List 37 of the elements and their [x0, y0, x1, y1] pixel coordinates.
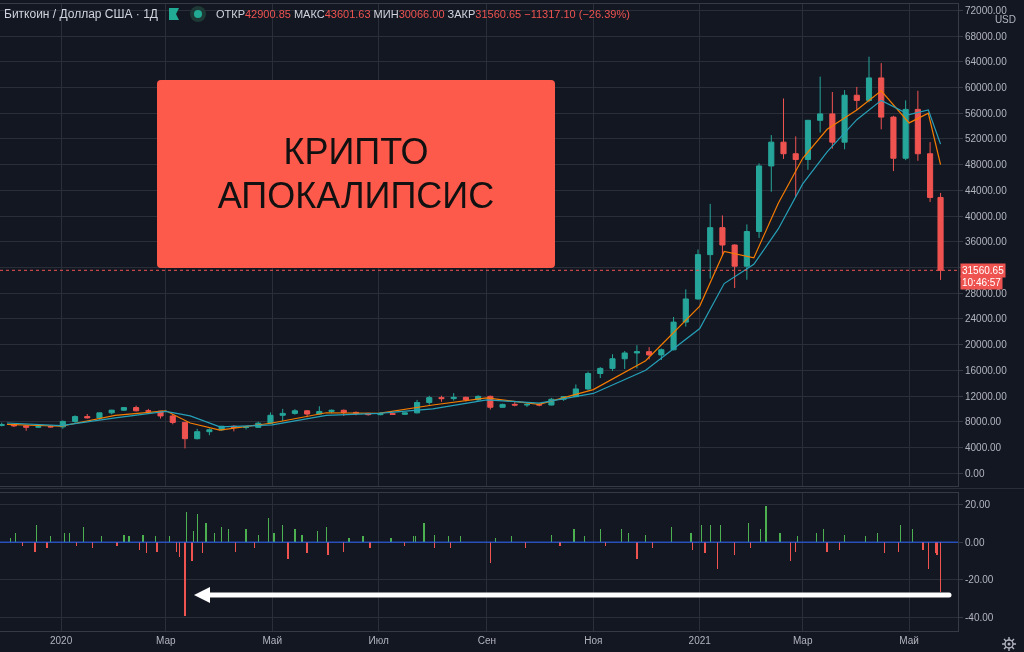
y-tick-label: 64000.00 — [965, 56, 1008, 68]
ref-line-label: 31560.65 — [962, 265, 1005, 276]
chart-subtitle: ОТКР42900.85 МАКС43601.63 МИН30066.00 ЗАКР31560.65 −11317.10 (−26.39%) — [215, 8, 630, 20]
y-tick-label: 20.00 — [965, 498, 991, 510]
y-tick-label: 8000.00 — [965, 416, 1002, 428]
y-tick-label: 4000.00 — [965, 441, 1002, 453]
y-tick-label: 60000.00 — [965, 82, 1008, 94]
y-tick-label: 28000.00 — [965, 287, 1008, 299]
x-tick-label: Сен — [477, 635, 497, 646]
x-tick-label: Мар — [792, 635, 813, 646]
y-tick-label: -20.00 — [965, 574, 994, 586]
y-tick-label: 56000.00 — [965, 107, 1008, 119]
y-tick-label: 44000.00 — [965, 184, 1008, 196]
y-tick-label: 24000.00 — [965, 313, 1008, 325]
y-tick-label: 0.00 — [965, 536, 985, 548]
y-tick-label: 40000.00 — [965, 210, 1008, 222]
y-tick-label: 72000.00 — [965, 4, 1008, 16]
y-axis-title: USD — [994, 14, 1016, 25]
y-tick-label: 16000.00 — [965, 364, 1008, 376]
x-tick-label: Июл — [368, 635, 389, 646]
x-tick-label: Мар — [155, 635, 176, 646]
y-tick-label: 36000.00 — [965, 236, 1008, 248]
y-tick-label: 12000.00 — [965, 390, 1008, 402]
x-tick-label: Май — [899, 635, 919, 646]
y-tick-label: 20000.00 — [965, 339, 1008, 351]
y-tick-label: 0.00 — [965, 467, 985, 479]
x-tick-label: 2020 — [49, 635, 73, 646]
x-tick-label: 2021 — [688, 635, 712, 646]
x-tick-label: Ноя — [584, 635, 603, 646]
y-tick-label: -40.00 — [965, 612, 994, 624]
y-tick-label: 48000.00 — [965, 159, 1008, 171]
y-tick-label: 68000.00 — [965, 30, 1008, 42]
text: 10:46:57 — [962, 277, 1002, 288]
chart-title: Биткоин / Доллар США · 1Д — [4, 7, 158, 21]
x-tick-label: Май — [262, 635, 283, 646]
y-tick-label: 52000.00 — [965, 133, 1008, 145]
banner: КРИПТО АПОКАЛИПСИС — [157, 80, 555, 268]
